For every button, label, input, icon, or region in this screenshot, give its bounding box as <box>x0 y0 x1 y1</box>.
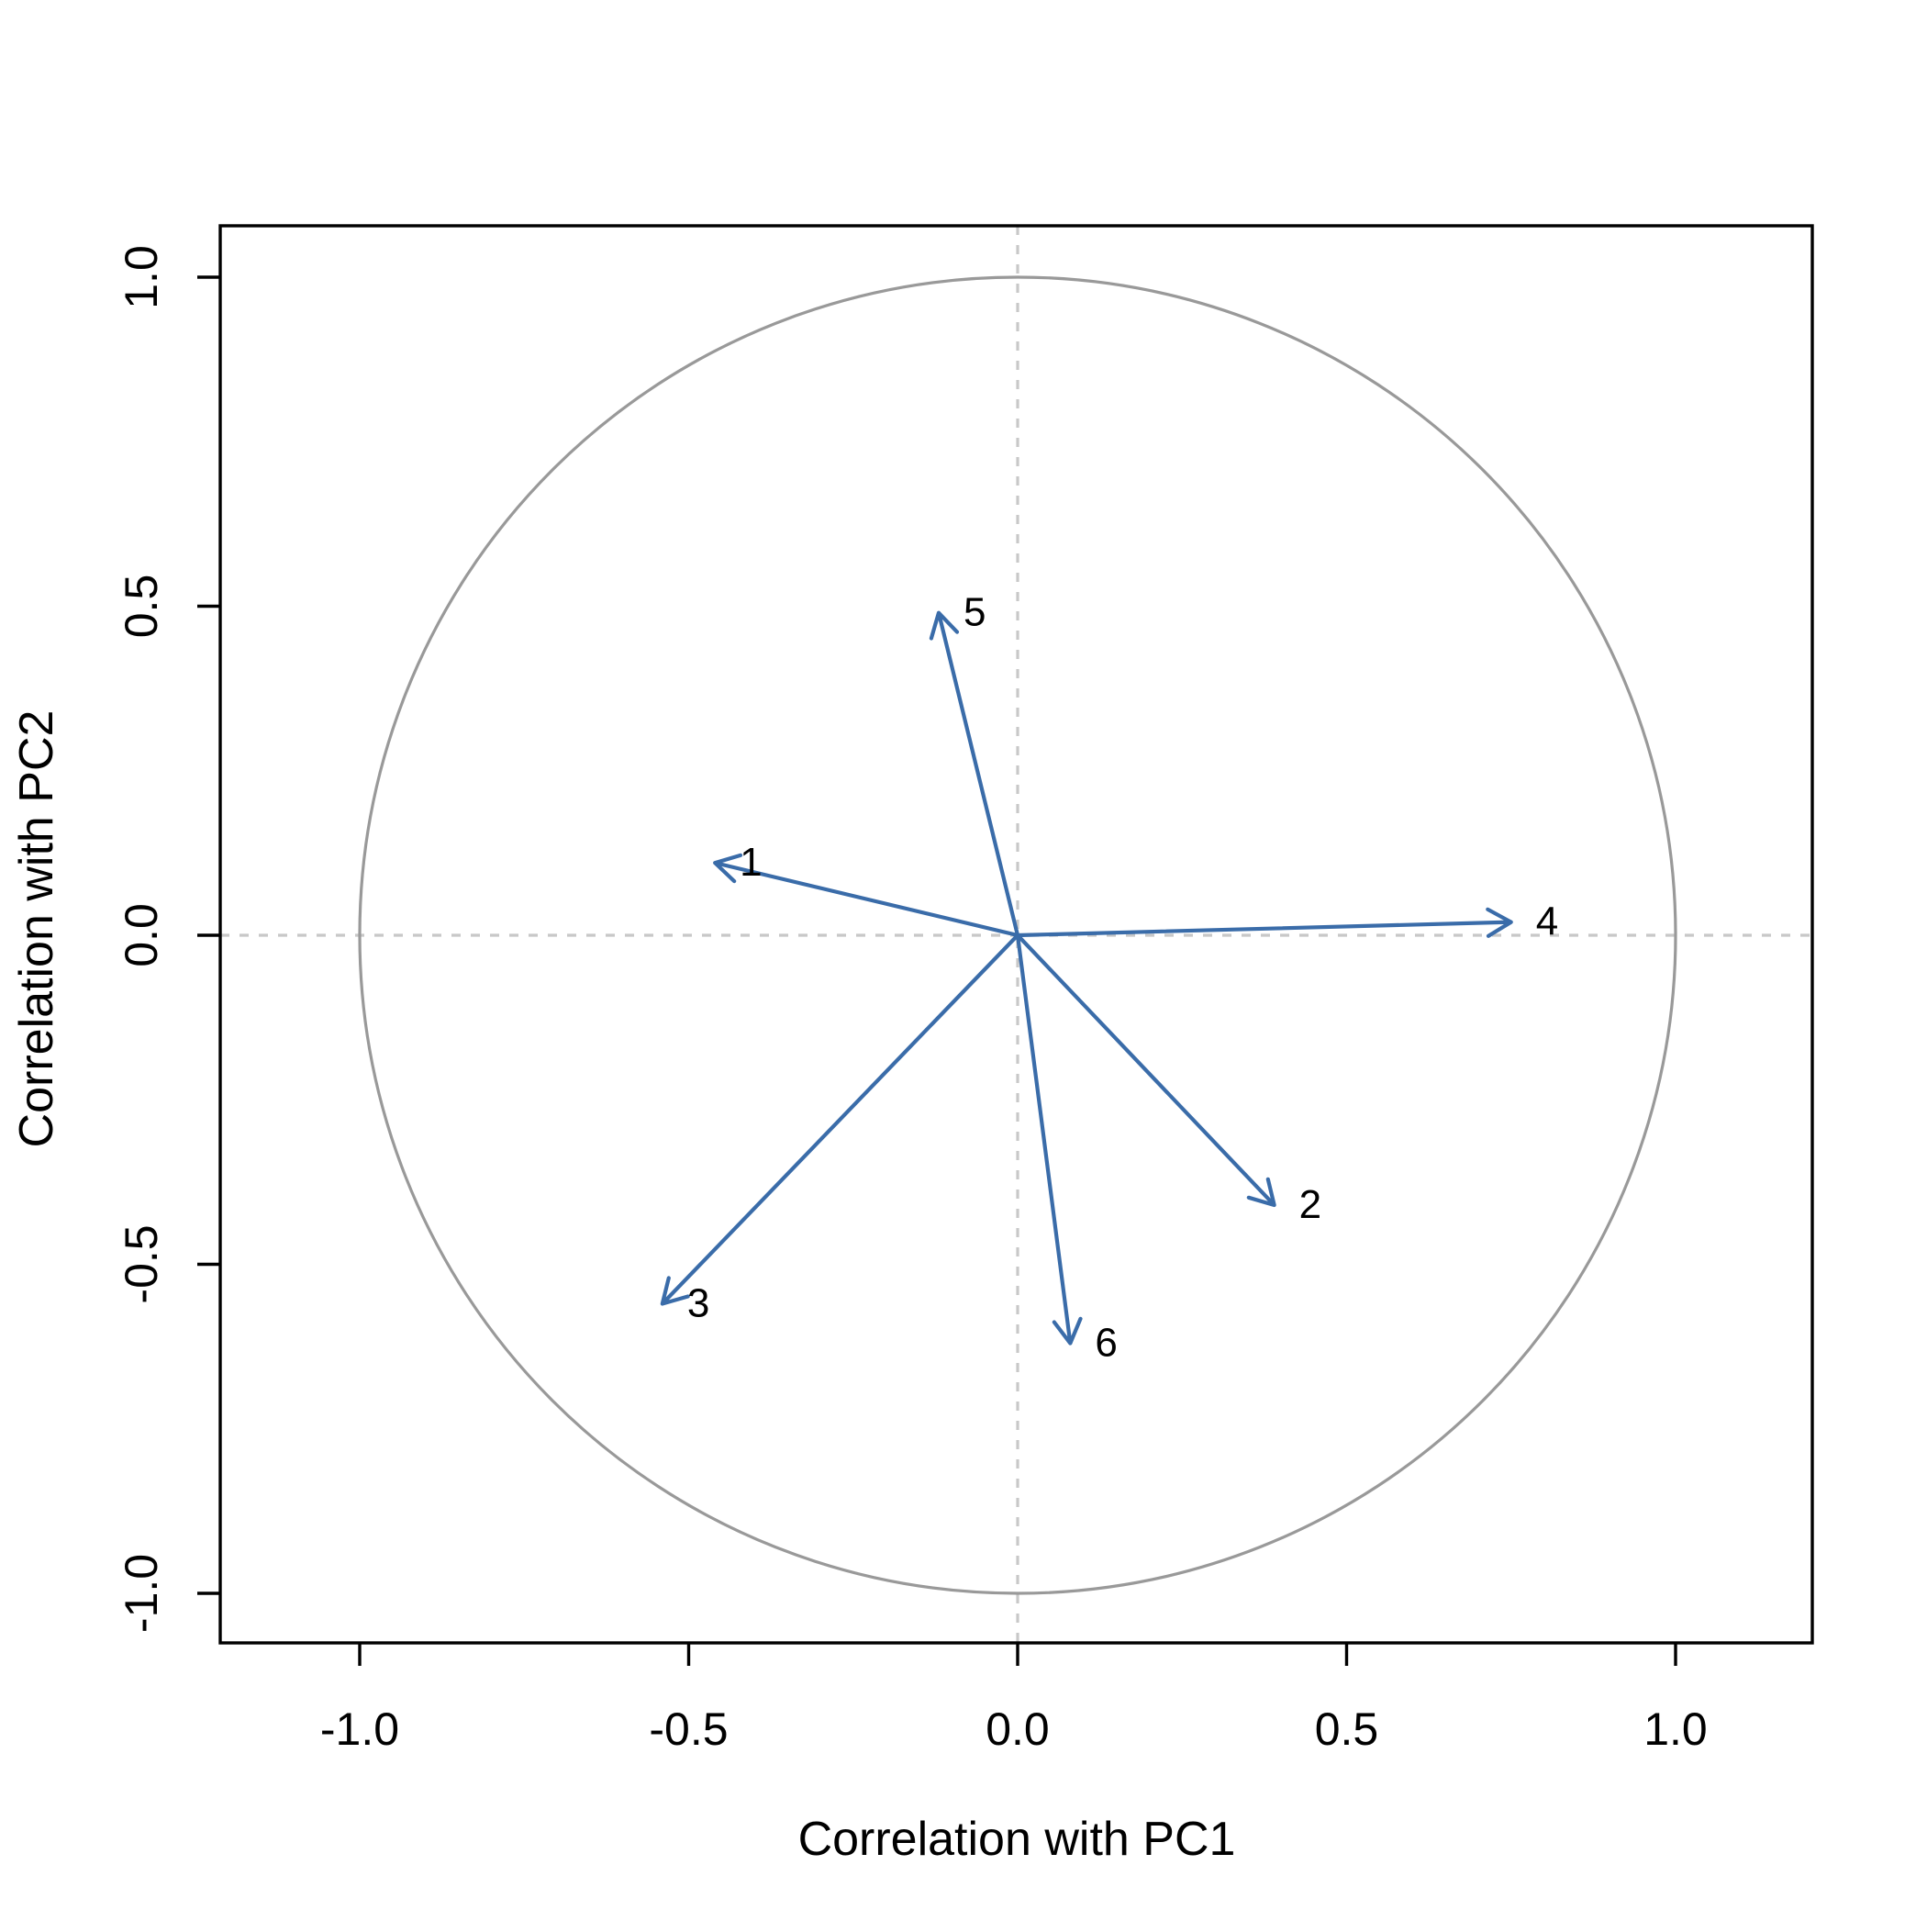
y-axis-tick-label: 0.0 <box>116 903 167 967</box>
variable-arrow-label-1: 1 <box>740 840 762 885</box>
x-axis-tick-label: -1.0 <box>320 1703 399 1755</box>
y-axis-title: Correlation with PC2 <box>10 710 63 1148</box>
variable-arrow-label-3: 3 <box>687 1281 709 1326</box>
variable-arrow-label-6: 6 <box>1095 1321 1117 1366</box>
variable-arrow-5 <box>929 610 1020 938</box>
x-axis-title: Correlation with PC1 <box>798 1813 1236 1866</box>
variable-arrow-3 <box>660 932 1020 1306</box>
y-axis-tick-label: -1.0 <box>116 1554 167 1633</box>
y-axis-tick-label: 1.0 <box>116 245 167 309</box>
x-axis-tick-label: -0.5 <box>649 1703 728 1755</box>
x-axis-tick-label: 0.0 <box>986 1703 1050 1755</box>
variable-arrow-label-4: 4 <box>1536 899 1558 944</box>
variable-arrow-6 <box>1015 932 1083 1346</box>
variable-arrow-label-2: 2 <box>1299 1182 1321 1227</box>
y-axis-tick-label: 0.5 <box>116 575 167 639</box>
x-axis-tick-label: 0.5 <box>1315 1703 1379 1755</box>
x-axis-tick-label: 1.0 <box>1643 1703 1708 1755</box>
variable-arrow-label-5: 5 <box>964 590 986 635</box>
variable-arrow-2 <box>1015 932 1276 1208</box>
variable-arrow-1 <box>713 853 1020 938</box>
y-axis-tick-label: -0.5 <box>116 1224 167 1303</box>
unit-circle <box>358 275 1677 1595</box>
variable-arrow-4 <box>1015 907 1513 938</box>
